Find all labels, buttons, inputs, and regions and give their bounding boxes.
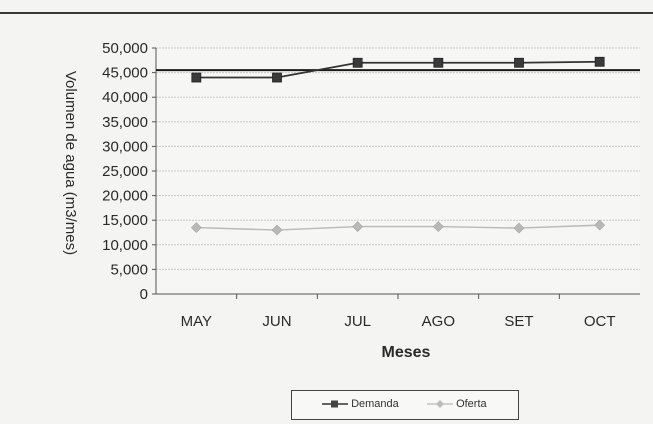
data-point-demanda bbox=[352, 57, 363, 68]
legend-demanda-label: Demanda bbox=[351, 398, 399, 410]
x-tick-label: AGO bbox=[422, 313, 455, 330]
legend-item-demanda: Demanda bbox=[322, 398, 399, 410]
y-tick-label: 45,000 bbox=[102, 65, 148, 82]
data-point-oferta bbox=[352, 221, 364, 233]
x-tick-label: SET bbox=[504, 313, 533, 330]
x-tick-label: JUN bbox=[262, 313, 291, 330]
data-point-demanda bbox=[514, 57, 524, 68]
legend-oferta-label: Oferta bbox=[456, 398, 487, 410]
data-point-oferta bbox=[271, 224, 283, 236]
y-tick-label: 15,000 bbox=[102, 212, 148, 229]
data-point-demanda bbox=[594, 56, 605, 67]
y-tick-label: 25,000 bbox=[102, 163, 148, 180]
y-tick-label: 20,000 bbox=[102, 188, 148, 205]
x-axis-title: Meses bbox=[382, 344, 431, 361]
data-point-demanda bbox=[272, 72, 282, 83]
legend-demanda-swatch-icon bbox=[322, 400, 348, 408]
data-point-oferta bbox=[594, 219, 606, 231]
y-tick-label: 30,000 bbox=[102, 138, 148, 155]
x-tick-label: JUL bbox=[344, 313, 371, 330]
y-axis-title: Volumen de agua (m3/mes) bbox=[62, 71, 79, 255]
legend-item-oferta: Oferta bbox=[427, 398, 487, 410]
data-point-oferta bbox=[190, 222, 202, 234]
data-point-demanda bbox=[191, 72, 202, 83]
y-tick-label: 50,000 bbox=[102, 40, 148, 57]
y-tick-label: 35,000 bbox=[102, 114, 148, 131]
data-point-oferta bbox=[432, 221, 444, 233]
y-tick-label: 5,000 bbox=[110, 261, 148, 278]
data-point-demanda bbox=[433, 57, 444, 68]
x-tick-label: MAY bbox=[181, 313, 212, 330]
series-line-demanda bbox=[196, 60, 600, 79]
chart-legend: Demanda Oferta bbox=[291, 390, 519, 420]
legend-oferta-swatch-icon bbox=[427, 400, 453, 409]
top-border-rule bbox=[0, 12, 653, 14]
x-tick-label: OCT bbox=[584, 313, 616, 330]
y-tick-label: 40,000 bbox=[102, 89, 148, 106]
y-tick-label: 0 bbox=[140, 286, 148, 303]
data-point-oferta bbox=[513, 222, 525, 234]
y-tick-label: 10,000 bbox=[102, 237, 148, 254]
series-line-oferta bbox=[196, 224, 600, 231]
